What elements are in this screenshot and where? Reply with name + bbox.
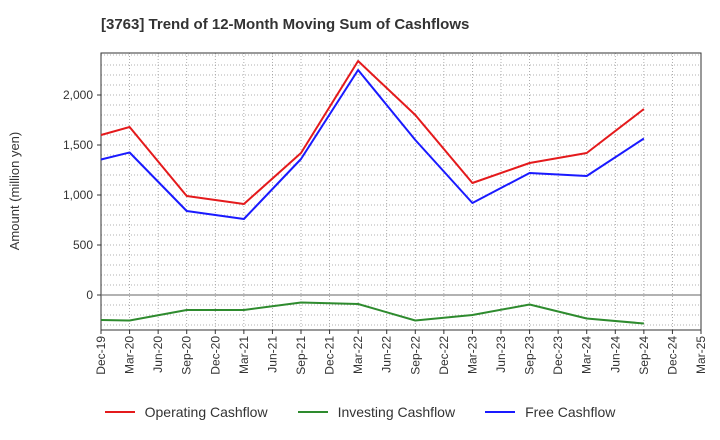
x-tick-label: Jun-22 (380, 336, 394, 373)
y-tick-labels: 0 500 1,000 1,500 2,000 (63, 88, 93, 302)
x-tick-label: Sep-21 (294, 336, 308, 375)
x-tick-label: Dec-20 (208, 336, 222, 375)
x-tick-label: Mar-20 (123, 336, 137, 374)
x-tick-label: Sep-20 (180, 336, 194, 375)
x-tick-label: Jun-24 (608, 336, 622, 373)
legend-swatch-investing (297, 411, 328, 413)
x-tick-label: Sep-22 (408, 336, 422, 375)
y-axis-label: Amount (million yen) (7, 132, 22, 251)
y-tick-label: 0 (86, 288, 93, 302)
y-tick-label: 2,000 (63, 88, 93, 102)
series-line-investing-cashflow (100, 301, 644, 325)
x-tick-label: Mar-25 (694, 336, 708, 374)
legend-swatch-free (485, 411, 516, 413)
x-tick-label: Dec-24 (665, 336, 679, 375)
legend-item-investing: Investing Cashflow (297, 404, 456, 420)
legend-label-operating: Operating Cashflow (144, 404, 268, 420)
x-tick-label: Jun-21 (265, 336, 279, 373)
legend-label-free: Free Cashflow (525, 404, 616, 420)
x-tick-label: Mar-23 (465, 336, 479, 374)
legend-label-investing: Investing Cashflow (337, 404, 456, 420)
x-tick-label: Dec-22 (437, 336, 451, 375)
chart-title: [3763] Trend of 12-Month Moving Sum of C… (101, 16, 470, 33)
series-lines (100, 60, 645, 325)
y-tick-label: 1,500 (63, 138, 93, 152)
x-tick-label: Mar-24 (580, 336, 594, 374)
y-tick-label: 500 (73, 238, 93, 252)
x-tick-labels: Dec-19 Mar-20 Jun-20 Sep-20 Dec-20 Mar-21 Jun-… (94, 336, 708, 375)
plot-frame (100, 52, 702, 331)
axes (97, 52, 702, 334)
legend-item-operating: Operating Cashflow (104, 404, 268, 420)
legend-item-free: Free Cashflow (485, 404, 615, 420)
y-tick-label: 1,000 (63, 188, 93, 202)
legend: Operating Cashflow Investing Cashflow Fr… (0, 404, 720, 420)
x-tick-label: Dec-21 (323, 336, 337, 375)
x-tick-label: Mar-22 (351, 336, 365, 374)
x-tick-label: Jun-23 (494, 336, 508, 373)
x-tick-label: Sep-24 (637, 336, 651, 375)
series-line-operating-cashflow (100, 60, 645, 205)
legend-swatch-operating (104, 411, 135, 413)
x-tick-label: Dec-23 (551, 336, 565, 375)
series-line-free-cashflow (100, 69, 645, 220)
grid (101, 53, 701, 330)
x-tick-label: Dec-19 (94, 336, 108, 375)
x-tick-label: Sep-23 (523, 336, 537, 375)
x-tick-label: Mar-21 (237, 336, 251, 374)
x-tick-label: Jun-20 (151, 336, 165, 373)
